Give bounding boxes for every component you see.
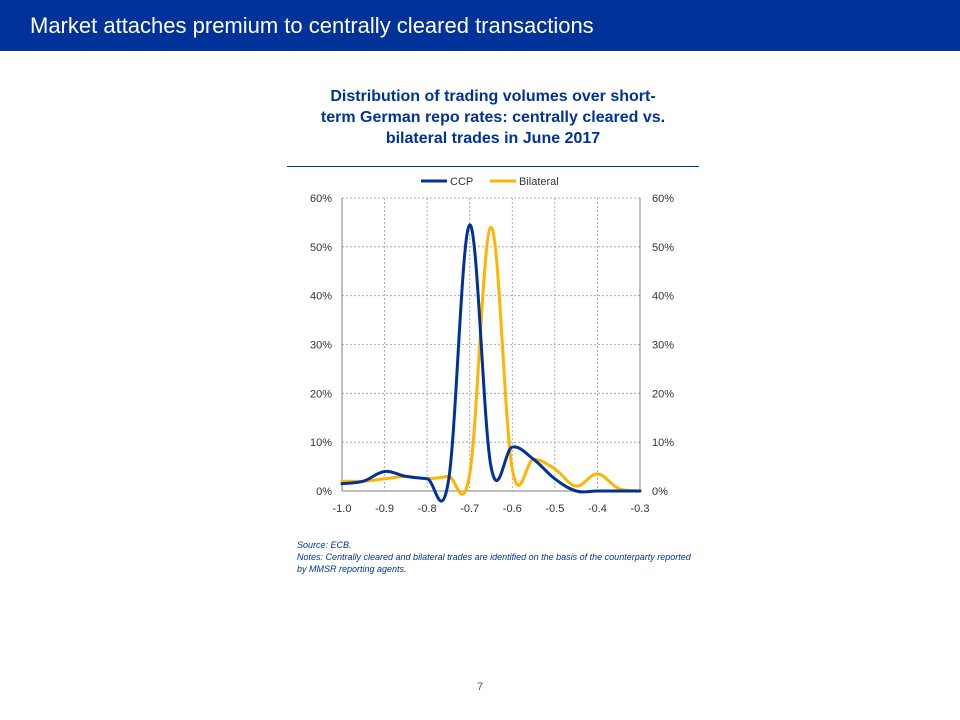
header-bar: Market attaches premium to centrally cle… xyxy=(0,0,960,51)
ccp-series-line xyxy=(340,223,642,503)
bilateral-series-line xyxy=(340,225,642,496)
x-tick-label: -1.0 xyxy=(333,503,352,515)
series-lines xyxy=(340,223,642,503)
title-divider xyxy=(287,166,699,167)
y-tick-label-left: 40% xyxy=(310,291,332,303)
y-tick-label-left: 20% xyxy=(310,388,332,400)
y-tick-label-left: 50% xyxy=(310,242,332,254)
y-tick-label-left: 30% xyxy=(310,340,332,352)
y-tick-label-right: 40% xyxy=(652,291,674,303)
y-tick-label-right: 0% xyxy=(652,486,668,498)
notes-text: Notes: Centrally cleared and bilateral t… xyxy=(297,552,691,574)
y-tick-label-right: 60% xyxy=(652,193,674,205)
x-tick-label: -0.7 xyxy=(460,503,479,515)
y-tick-label-right: 50% xyxy=(652,242,674,254)
y-tick-label-right: 30% xyxy=(652,340,674,352)
chart-title-line: bilateral trades in June 2017 xyxy=(385,130,601,147)
gridlines xyxy=(341,197,641,492)
slide-title: Market attaches premium to centrally cle… xyxy=(30,13,594,38)
y-tick-label-right: 20% xyxy=(652,388,674,400)
chart-title-line: term German repo rates: centrally cleare… xyxy=(320,109,666,126)
x-tick-label: -0.6 xyxy=(503,503,522,515)
x-tick-label: -0.5 xyxy=(545,503,564,515)
legend-bilateral-label: Bilateral xyxy=(519,176,559,188)
y-tick-label-right: 10% xyxy=(652,437,674,449)
source-note: Source: ECB. xyxy=(297,540,352,550)
legend: CCP Bilateral xyxy=(421,176,559,188)
y-tick-label-left: 60% xyxy=(310,193,332,205)
legend-ccp-label: CCP xyxy=(450,176,473,188)
page-number: 7 xyxy=(476,681,484,693)
chart-title-line: Distribution of trading volumes over sho… xyxy=(330,88,656,105)
chart-title: Distribution of trading volumes over sho… xyxy=(287,86,699,149)
chart-notes: Source: ECB. Notes: Centrally cleared an… xyxy=(297,539,697,575)
tick-labels: 0% 0% 10% 10% 20% 20% 30% 30% 40% 40% 50% 50% 60% 60%… xyxy=(310,193,674,515)
x-tick-label: -0.4 xyxy=(588,503,607,515)
y-tick-label-left: 10% xyxy=(310,437,332,449)
y-tick-label-left: 0% xyxy=(316,486,332,498)
x-tick-label: -0.3 xyxy=(631,503,650,515)
x-tick-label: -0.8 xyxy=(418,503,437,515)
x-tick-label: -0.9 xyxy=(375,503,394,515)
